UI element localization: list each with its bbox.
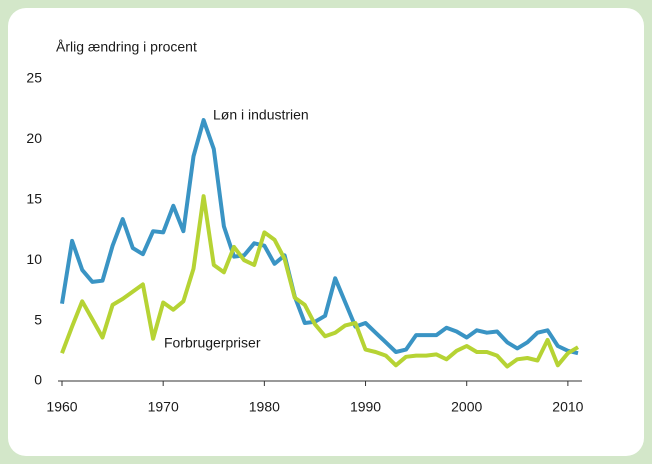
- y-tick-label: 15: [26, 191, 42, 207]
- series-line: [60, 194, 580, 369]
- chart-title: Årlig ændring i procent: [56, 39, 197, 55]
- x-tick-label: 2010: [552, 399, 583, 415]
- y-tick-label: 5: [34, 311, 42, 327]
- x-tick-label: 1960: [46, 399, 77, 415]
- y-tick-label: 0: [34, 372, 42, 388]
- y-tick-label: 10: [26, 251, 42, 267]
- y-tick-label: 25: [26, 70, 42, 86]
- series-line: [60, 118, 579, 356]
- x-tick-label: 1970: [148, 399, 179, 415]
- series-label: Forbrugerpriser: [164, 335, 261, 351]
- x-tick-label: 1990: [350, 399, 381, 415]
- x-tick-label: 1980: [249, 399, 280, 415]
- x-tick-label: 2000: [451, 399, 482, 415]
- series-label: Løn i industrien: [213, 107, 309, 123]
- y-tick-label: 20: [26, 130, 42, 146]
